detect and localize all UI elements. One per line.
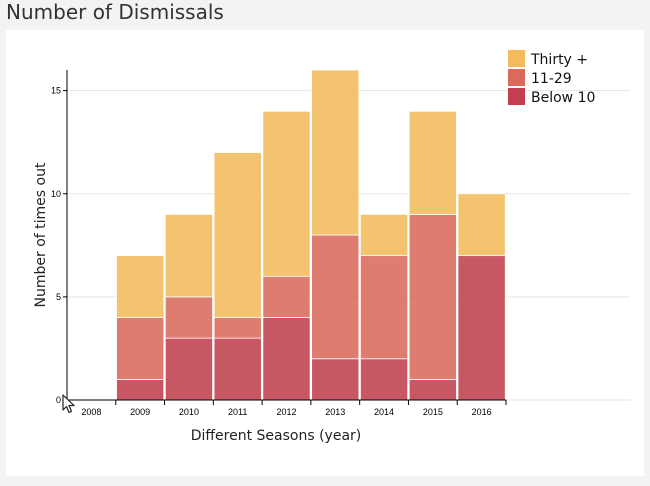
x-tick-label: 2010 (179, 407, 199, 417)
x-axis-title: Different Seasons (year) (191, 428, 362, 444)
x-tick-label: 2008 (81, 407, 101, 417)
bar-11-29-2014 (360, 255, 409, 360)
x-tick-label: 2009 (130, 407, 150, 417)
legend-swatch-below-10 (508, 88, 525, 105)
bar-11-29-2015 (408, 213, 457, 380)
x-tick-label: 2016 (472, 407, 492, 417)
bar-below-10-2011 (213, 337, 262, 401)
bar-thirty--2012 (262, 110, 311, 277)
bar-below-10-2012 (262, 317, 311, 401)
bar-below-10-2009 (116, 378, 165, 401)
legend-swatch-thirty- (508, 50, 525, 67)
legend-label: Thirty + (530, 52, 588, 68)
bar-thirty--2011 (213, 152, 262, 318)
legend-swatch-11-29 (508, 69, 525, 86)
bar-below-10-2016 (457, 255, 506, 401)
y-tick-label: 10 (51, 189, 61, 199)
bar-11-29-2011 (213, 317, 262, 339)
bar-thirty--2015 (408, 110, 457, 215)
bar-thirty--2016 (457, 193, 506, 257)
legend-label: 11-29 (531, 71, 572, 87)
y-tick-label: 0 (56, 395, 61, 405)
mouse-pointer-icon (62, 394, 75, 414)
bar-thirty--2014 (360, 213, 409, 257)
bar-11-29-2010 (164, 296, 213, 339)
bar-below-10-2013 (311, 358, 360, 401)
chart-panel: 0 5 10 15 2008 2009 2010 2011 2012 2013 2014 2015 20… (6, 30, 644, 476)
bar-11-29-2009 (116, 317, 165, 380)
bar-11-29-2013 (311, 234, 360, 360)
x-tick-label: 2012 (276, 407, 296, 417)
legend-label: Below 10 (531, 90, 595, 106)
y-tick-label: 15 (51, 86, 61, 96)
x-tick-label: 2011 (228, 407, 247, 417)
x-tick-label: 2013 (325, 407, 345, 417)
bar-thirty--2009 (116, 255, 165, 318)
stacked-bar-chart: 0 5 10 15 2008 2009 2010 2011 2012 2013 2014 2015 20… (33, 50, 630, 444)
bar-thirty--2010 (164, 213, 213, 298)
y-tick-label: 5 (56, 292, 61, 302)
x-tick-label: 2015 (423, 407, 443, 417)
bar-11-29-2012 (262, 275, 311, 318)
bar-below-10-2014 (360, 358, 409, 401)
bar-below-10-2015 (408, 378, 457, 401)
x-tick-label: 2014 (374, 407, 394, 417)
y-axis-title: Number of times out (33, 162, 49, 307)
bar-thirty--2013 (311, 69, 360, 236)
bar-below-10-2010 (164, 337, 213, 401)
page-title: Number of Dismissals (6, 0, 224, 24)
